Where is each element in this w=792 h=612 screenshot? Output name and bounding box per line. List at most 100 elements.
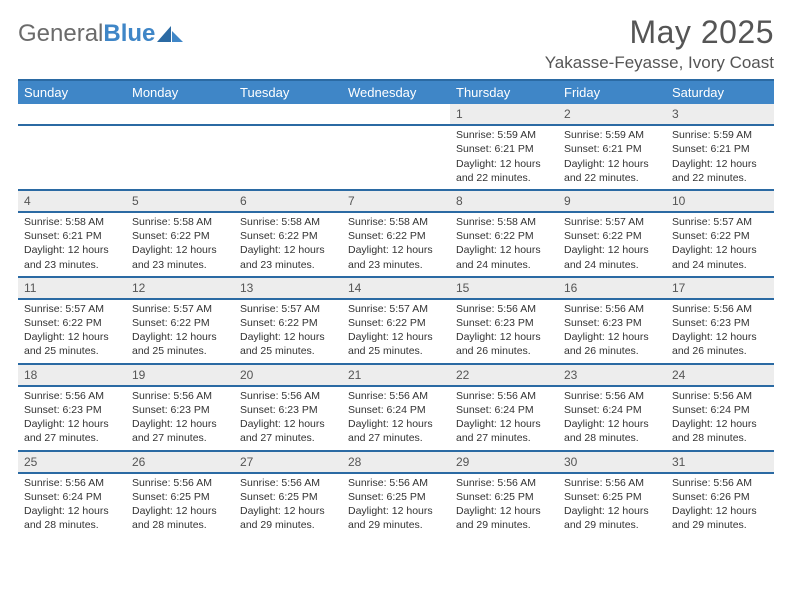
day-number: 28 — [342, 451, 450, 473]
day-cell: Sunrise: 5:59 AMSunset: 6:21 PMDaylight:… — [450, 125, 558, 190]
day-number: 25 — [18, 451, 126, 473]
sunset-line: Sunset: 6:25 PM — [348, 490, 444, 504]
day-number: 29 — [450, 451, 558, 473]
sunset-line: Sunset: 6:23 PM — [456, 316, 552, 330]
sunset-line: Sunset: 6:21 PM — [24, 229, 120, 243]
day-number: 11 — [18, 277, 126, 299]
daynum-row: 123 — [18, 104, 774, 125]
sunset-line: Sunset: 6:22 PM — [672, 229, 768, 243]
daylight-line: Daylight: 12 hours and 27 minutes. — [132, 417, 228, 445]
day-number: 23 — [558, 364, 666, 386]
day-cell: Sunrise: 5:56 AMSunset: 6:24 PMDaylight:… — [342, 386, 450, 451]
sunset-line: Sunset: 6:24 PM — [564, 403, 660, 417]
sunrise-line: Sunrise: 5:56 AM — [456, 302, 552, 316]
sunset-line: Sunset: 6:23 PM — [24, 403, 120, 417]
sunrise-line: Sunrise: 5:56 AM — [24, 476, 120, 490]
logo-part1: General — [18, 20, 103, 47]
daylight-line: Daylight: 12 hours and 29 minutes. — [456, 504, 552, 532]
weekday-header-row: SundayMondayTuesdayWednesdayThursdayFrid… — [18, 80, 774, 104]
day-cell: Sunrise: 5:56 AMSunset: 6:24 PMDaylight:… — [666, 386, 774, 451]
sunset-line: Sunset: 6:22 PM — [240, 316, 336, 330]
weekday-header: Tuesday — [234, 80, 342, 104]
day-cell: Sunrise: 5:56 AMSunset: 6:23 PMDaylight:… — [126, 386, 234, 451]
sunset-line: Sunset: 6:23 PM — [564, 316, 660, 330]
sunrise-line: Sunrise: 5:58 AM — [240, 215, 336, 229]
sunset-line: Sunset: 6:25 PM — [240, 490, 336, 504]
sunset-line: Sunset: 6:24 PM — [456, 403, 552, 417]
day-cell: Sunrise: 5:56 AMSunset: 6:24 PMDaylight:… — [450, 386, 558, 451]
day-number — [342, 104, 450, 125]
day-cell: Sunrise: 5:56 AMSunset: 6:26 PMDaylight:… — [666, 473, 774, 537]
sunset-line: Sunset: 6:22 PM — [240, 229, 336, 243]
sunset-line: Sunset: 6:23 PM — [240, 403, 336, 417]
sunrise-line: Sunrise: 5:56 AM — [348, 476, 444, 490]
day-number: 6 — [234, 190, 342, 212]
sunset-line: Sunset: 6:22 PM — [456, 229, 552, 243]
sunset-line: Sunset: 6:23 PM — [672, 316, 768, 330]
sunrise-line: Sunrise: 5:57 AM — [348, 302, 444, 316]
sunrise-line: Sunrise: 5:58 AM — [348, 215, 444, 229]
daylight-line: Daylight: 12 hours and 22 minutes. — [672, 157, 768, 185]
daylight-line: Daylight: 12 hours and 23 minutes. — [24, 243, 120, 271]
sunrise-line: Sunrise: 5:59 AM — [564, 128, 660, 142]
daylight-line: Daylight: 12 hours and 26 minutes. — [456, 330, 552, 358]
sunset-line: Sunset: 6:25 PM — [456, 490, 552, 504]
day-number: 8 — [450, 190, 558, 212]
day-cell: Sunrise: 5:56 AMSunset: 6:25 PMDaylight:… — [126, 473, 234, 537]
day-cell: Sunrise: 5:56 AMSunset: 6:25 PMDaylight:… — [450, 473, 558, 537]
sunset-line: Sunset: 6:25 PM — [564, 490, 660, 504]
day-cell: Sunrise: 5:56 AMSunset: 6:23 PMDaylight:… — [450, 299, 558, 364]
sunrise-line: Sunrise: 5:58 AM — [132, 215, 228, 229]
weekday-header: Sunday — [18, 80, 126, 104]
sunrise-line: Sunrise: 5:56 AM — [564, 302, 660, 316]
sunrise-line: Sunrise: 5:58 AM — [456, 215, 552, 229]
sunset-line: Sunset: 6:24 PM — [672, 403, 768, 417]
header: GeneralBlue May 2025 Yakasse-Feyasse, Iv… — [18, 14, 774, 73]
sunset-line: Sunset: 6:24 PM — [24, 490, 120, 504]
day-number: 9 — [558, 190, 666, 212]
day-cell: Sunrise: 5:59 AMSunset: 6:21 PMDaylight:… — [558, 125, 666, 190]
daylight-line: Daylight: 12 hours and 22 minutes. — [564, 157, 660, 185]
daylight-line: Daylight: 12 hours and 28 minutes. — [672, 417, 768, 445]
daylight-line: Daylight: 12 hours and 28 minutes. — [24, 504, 120, 532]
sunrise-line: Sunrise: 5:56 AM — [564, 476, 660, 490]
day-number: 12 — [126, 277, 234, 299]
daylight-line: Daylight: 12 hours and 22 minutes. — [456, 157, 552, 185]
weekday-header: Thursday — [450, 80, 558, 104]
daylight-line: Daylight: 12 hours and 24 minutes. — [672, 243, 768, 271]
day-cell — [342, 125, 450, 190]
daylight-line: Daylight: 12 hours and 26 minutes. — [672, 330, 768, 358]
sunrise-line: Sunrise: 5:56 AM — [240, 389, 336, 403]
day-cell: Sunrise: 5:57 AMSunset: 6:22 PMDaylight:… — [342, 299, 450, 364]
day-cell: Sunrise: 5:56 AMSunset: 6:23 PMDaylight:… — [666, 299, 774, 364]
sunset-line: Sunset: 6:21 PM — [456, 142, 552, 156]
sunrise-line: Sunrise: 5:57 AM — [240, 302, 336, 316]
weekday-header: Saturday — [666, 80, 774, 104]
day-number: 18 — [18, 364, 126, 386]
sunrise-line: Sunrise: 5:56 AM — [672, 389, 768, 403]
sunrise-line: Sunrise: 5:56 AM — [672, 302, 768, 316]
sunset-line: Sunset: 6:26 PM — [672, 490, 768, 504]
sunset-line: Sunset: 6:21 PM — [672, 142, 768, 156]
day-cell: Sunrise: 5:59 AMSunset: 6:21 PMDaylight:… — [666, 125, 774, 190]
sunset-line: Sunset: 6:23 PM — [132, 403, 228, 417]
day-number — [18, 104, 126, 125]
day-number: 17 — [666, 277, 774, 299]
daylight-line: Daylight: 12 hours and 24 minutes. — [456, 243, 552, 271]
daylight-line: Daylight: 12 hours and 29 minutes. — [564, 504, 660, 532]
day-cell: Sunrise: 5:57 AMSunset: 6:22 PMDaylight:… — [126, 299, 234, 364]
sunrise-line: Sunrise: 5:56 AM — [564, 389, 660, 403]
day-cell: Sunrise: 5:57 AMSunset: 6:22 PMDaylight:… — [558, 212, 666, 277]
day-cell: Sunrise: 5:56 AMSunset: 6:25 PMDaylight:… — [558, 473, 666, 537]
day-number: 4 — [18, 190, 126, 212]
weekday-header: Monday — [126, 80, 234, 104]
daylight-line: Daylight: 12 hours and 28 minutes. — [132, 504, 228, 532]
sunset-line: Sunset: 6:24 PM — [348, 403, 444, 417]
daylight-line: Daylight: 12 hours and 26 minutes. — [564, 330, 660, 358]
sunrise-line: Sunrise: 5:57 AM — [24, 302, 120, 316]
day-number: 16 — [558, 277, 666, 299]
weekday-header: Wednesday — [342, 80, 450, 104]
day-number: 5 — [126, 190, 234, 212]
day-cell: Sunrise: 5:56 AMSunset: 6:25 PMDaylight:… — [342, 473, 450, 537]
sunrise-line: Sunrise: 5:56 AM — [24, 389, 120, 403]
